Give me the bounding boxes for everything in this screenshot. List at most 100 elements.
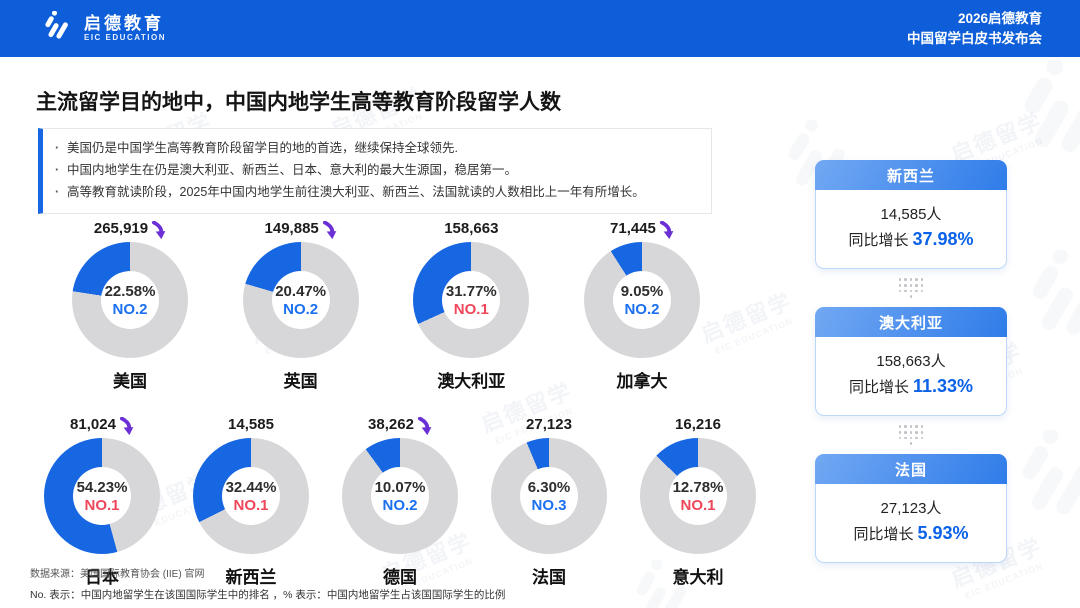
- trend-down-arrow-icon: [152, 220, 166, 239]
- student-count: 71,445: [610, 216, 674, 240]
- share-percent: 54.23%: [76, 478, 128, 496]
- donut-hole: [442, 271, 501, 329]
- donut-chart: 31.77% NO.1: [413, 242, 530, 358]
- share-percent: 12.78%: [672, 478, 724, 496]
- student-count-value: 265,919: [93, 219, 149, 237]
- donut-row-2: 81,024 54.23% NO.1 日本 14,585: [28, 412, 772, 588]
- donut-chart-grid: 265,919 22.58% NO.2 美国 149,885: [28, 216, 776, 588]
- donut-chart: 32.44% NO.1: [193, 438, 309, 554]
- brand-block: 启德教育 EIC EDUCATION: [38, 10, 166, 47]
- country-label: 新西兰: [225, 568, 277, 587]
- brand-name-cn: 启德教育: [84, 13, 164, 33]
- key-points-box: 美国仍是中国学生高等教育阶段留学目的地的首选，继续保持全球领先. 中国内地学生在…: [38, 128, 712, 214]
- student-count: 265,919: [94, 216, 166, 240]
- donut-hole: [371, 467, 429, 525]
- rank-badge: NO.1: [453, 300, 489, 318]
- country-label: 法国: [532, 568, 566, 587]
- rank-badge: NO.2: [624, 300, 660, 318]
- donut-hole: [669, 467, 727, 525]
- watermark-logo-icon: [1022, 430, 1080, 515]
- country-label: 美国: [113, 372, 147, 391]
- donut-figure: 16,216 12.78% NO.1 意大利: [624, 412, 772, 588]
- donut-center-labels: 32.44% NO.1: [193, 438, 309, 554]
- growth-card-growth: 同比增长 5.93%: [820, 523, 1002, 544]
- donut-figure: 265,919 22.58% NO.2 美国: [56, 216, 204, 392]
- donut-hole: [73, 467, 131, 525]
- donut-center-labels: 31.77% NO.1: [413, 242, 529, 358]
- donut-chart: 10.07% NO.2: [342, 438, 458, 554]
- trend-down-arrow-icon: [417, 416, 432, 435]
- rank-badge: NO.2: [382, 496, 418, 514]
- dots-separator: [898, 416, 924, 454]
- growth-percent: 37.98%: [912, 229, 974, 249]
- donut-chart: 54.23% NO.1: [44, 438, 160, 554]
- student-count-value: 149,885: [264, 219, 319, 237]
- student-count: 158,663: [444, 216, 498, 240]
- watermark-logo-icon: [1032, 250, 1080, 335]
- eic-logo-icon: [45, 10, 68, 39]
- student-count-value: 16,216: [675, 415, 721, 433]
- donut-hole: [520, 467, 578, 525]
- donut-chart: 20.47% NO.2: [242, 242, 359, 358]
- donut-figure: 14,585 32.44% NO.1 新西兰: [177, 412, 325, 588]
- donut-figure: 149,885 20.47% NO.2 英国: [227, 216, 375, 392]
- rank-badge: NO.3: [531, 496, 567, 514]
- top-bar: 启德教育 EIC EDUCATION 2026启德教育 中国留学白皮书发布会: [0, 0, 1080, 57]
- student-count-value: 158,663: [444, 219, 499, 237]
- country-label: 意大利: [672, 568, 724, 587]
- donut-center-labels: 12.78% NO.1: [640, 438, 756, 554]
- trend-down-arrow-icon: [659, 220, 674, 239]
- donut-center-labels: 54.23% NO.1: [44, 438, 160, 554]
- donut-center-labels: 9.05% NO.2: [584, 242, 700, 358]
- growth-card-count: 14,585人: [880, 206, 942, 223]
- student-count: 38,262: [368, 412, 432, 436]
- growth-card-count: 158,663人: [876, 353, 946, 370]
- brand-text: 启德教育 EIC EDUCATION: [84, 13, 166, 42]
- donut-hole: [612, 271, 671, 329]
- rank-badge: NO.2: [283, 300, 319, 318]
- donut-figure: 81,024 54.23% NO.1 日本: [28, 412, 176, 588]
- country-label: 英国: [283, 372, 318, 391]
- donut-chart: 12.78% NO.1: [640, 438, 756, 554]
- donut-figure: 38,262 10.07% NO.2 德国: [326, 412, 474, 588]
- rank-badge: NO.1: [680, 496, 716, 514]
- growth-card-count: 27,123人: [880, 500, 942, 517]
- donut-chart: 22.58% NO.2: [72, 242, 188, 358]
- student-count-value: 27,123: [526, 415, 572, 433]
- dots-separator: [898, 269, 924, 307]
- donut-row-1: 265,919 22.58% NO.2 美国 149,885: [56, 216, 716, 392]
- country-label: 日本: [85, 568, 119, 587]
- growth-percent: 5.93%: [917, 523, 969, 543]
- rank-badge: NO.1: [233, 496, 269, 514]
- donut-center-labels: 10.07% NO.2: [342, 438, 458, 554]
- growth-card-country: 澳大利亚: [815, 307, 1007, 337]
- country-label: 加拿大: [616, 372, 668, 391]
- share-percent: 20.47%: [275, 282, 327, 300]
- student-count: 149,885: [265, 216, 337, 240]
- share-percent: 6.30%: [527, 478, 571, 496]
- student-count: 27,123: [526, 412, 572, 436]
- growth-cards-column: 新西兰 14,585人 同比增长 37.98% 澳大利亚 158,663人 同比增…: [815, 160, 1007, 563]
- country-label: 德国: [383, 568, 417, 587]
- key-point-item: 高等教育就读阶段，2025年中国内地学生前往澳大利亚、新西兰、法国就读的人数相比…: [53, 182, 697, 204]
- growth-card-growth: 同比增长 11.33%: [820, 376, 1002, 397]
- donut-center-labels: 20.47% NO.2: [243, 242, 359, 358]
- growth-card-body: 158,663人 同比增长 11.33%: [815, 337, 1007, 416]
- donut-hole: [101, 271, 159, 329]
- donut-hole: [271, 271, 330, 329]
- growth-card-growth: 同比增长 37.98%: [820, 229, 1002, 250]
- growth-card-body: 14,585人 同比增长 37.98%: [815, 190, 1007, 269]
- donut-figure: 71,445 9.05% NO.2 加拿大: [568, 216, 716, 392]
- growth-card-body: 27,123人 同比增长 5.93%: [815, 484, 1007, 563]
- student-count-value: 81,024: [70, 415, 116, 433]
- student-count: 16,216: [675, 412, 721, 436]
- share-percent: 9.05%: [620, 282, 664, 300]
- donut-center-labels: 6.30% NO.3: [491, 438, 607, 554]
- trend-down-arrow-icon: [322, 220, 337, 239]
- student-count-value: 38,262: [368, 415, 414, 433]
- growth-prefix: 同比增长: [848, 379, 909, 396]
- data-source-note: 数据来源：美国国际教育协会 (IIE) 官网: [30, 569, 205, 580]
- growth-card-country: 新西兰: [815, 160, 1007, 190]
- rank-badge: NO.1: [84, 496, 120, 514]
